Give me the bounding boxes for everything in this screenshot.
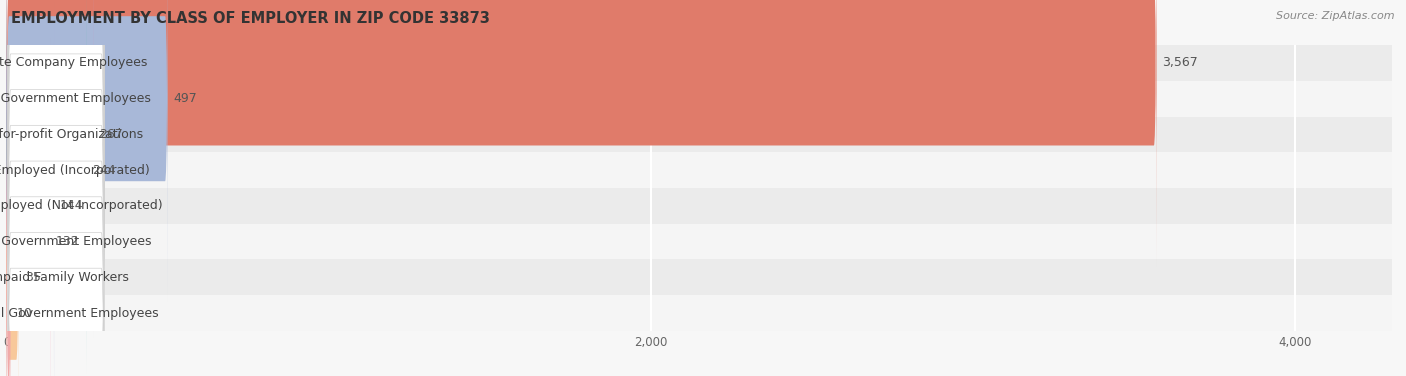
Text: Unpaid Family Workers: Unpaid Family Workers [0, 271, 129, 284]
FancyBboxPatch shape [7, 0, 104, 376]
Text: Federal Government Employees: Federal Government Employees [0, 306, 159, 320]
FancyBboxPatch shape [7, 0, 104, 376]
Text: 244: 244 [91, 164, 115, 177]
Text: Private Company Employees: Private Company Employees [0, 56, 148, 70]
Text: 132: 132 [56, 235, 80, 248]
Bar [7, 295, 1392, 331]
FancyBboxPatch shape [7, 3, 53, 376]
Bar [7, 259, 1392, 295]
Bar [7, 224, 1392, 259]
FancyBboxPatch shape [7, 0, 94, 338]
Bar [7, 81, 1392, 117]
FancyBboxPatch shape [7, 0, 167, 302]
Text: Self-Employed (Incorporated): Self-Employed (Incorporated) [0, 164, 150, 177]
FancyBboxPatch shape [7, 0, 104, 375]
FancyBboxPatch shape [7, 0, 104, 376]
FancyBboxPatch shape [7, 38, 51, 376]
Text: 497: 497 [173, 92, 197, 105]
FancyBboxPatch shape [7, 74, 18, 376]
Text: Local Government Employees: Local Government Employees [0, 92, 152, 105]
Text: 3,567: 3,567 [1163, 56, 1198, 70]
Bar [7, 45, 1392, 81]
Text: 267: 267 [100, 128, 124, 141]
Text: State Government Employees: State Government Employees [0, 235, 152, 248]
FancyBboxPatch shape [7, 110, 11, 376]
FancyBboxPatch shape [7, 0, 104, 376]
Bar [7, 152, 1392, 188]
Text: Self-Employed (Not Incorporated): Self-Employed (Not Incorporated) [0, 199, 163, 212]
FancyBboxPatch shape [7, 0, 1157, 266]
Text: Source: ZipAtlas.com: Source: ZipAtlas.com [1277, 11, 1395, 21]
Bar [7, 188, 1392, 224]
Text: 144: 144 [60, 199, 83, 212]
Text: 35: 35 [25, 271, 41, 284]
FancyBboxPatch shape [7, 0, 86, 373]
Bar [7, 117, 1392, 152]
Text: 10: 10 [17, 306, 32, 320]
FancyBboxPatch shape [7, 1, 104, 376]
FancyBboxPatch shape [7, 0, 104, 376]
Text: Not-for-profit Organizations: Not-for-profit Organizations [0, 128, 143, 141]
FancyBboxPatch shape [7, 0, 104, 376]
Text: EMPLOYMENT BY CLASS OF EMPLOYER IN ZIP CODE 33873: EMPLOYMENT BY CLASS OF EMPLOYER IN ZIP C… [11, 11, 491, 26]
